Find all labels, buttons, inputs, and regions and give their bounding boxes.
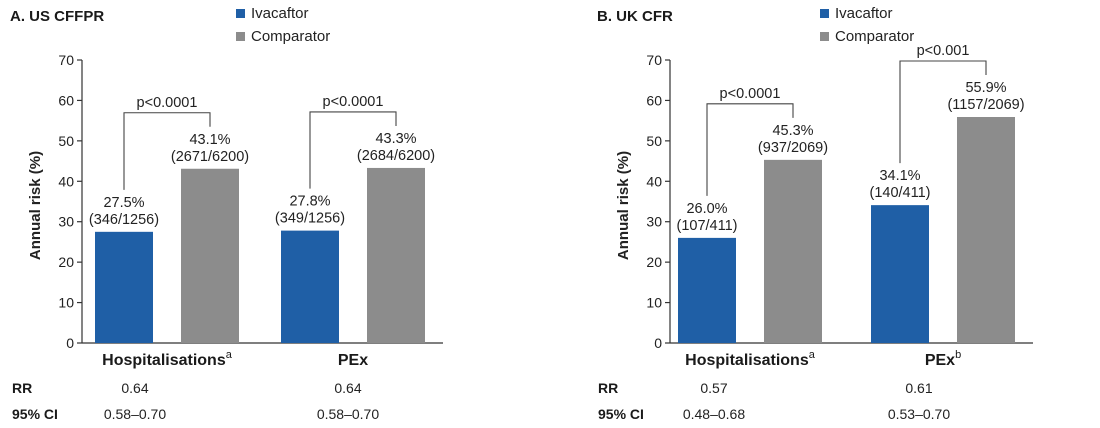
y-tick-label: 70 <box>58 52 74 68</box>
rr-value: 0.64 <box>334 380 361 396</box>
y-axis-label: Annual risk (%) <box>27 151 44 260</box>
bar-comparator <box>764 159 822 343</box>
y-tick-label: 10 <box>58 295 74 311</box>
ci-value: 0.58–0.70 <box>104 406 166 422</box>
data-label-percent: 34.1% <box>879 168 920 184</box>
bar-comparator <box>181 168 239 343</box>
category-label: Hospitalisationsa <box>102 349 233 369</box>
significance-bracket <box>123 112 211 190</box>
legend-swatch <box>236 9 245 18</box>
y-tick-label: 60 <box>58 92 74 108</box>
chart-panel-a: A. US CFFPR Ivacaftor Comparator 0 10 20 30 40 5… <box>10 5 443 422</box>
ci-value: 0.48–0.68 <box>683 406 745 422</box>
panel-title: B. UK CFR <box>597 8 673 25</box>
y-tick-label: 0 <box>66 335 74 351</box>
significance-label: p<0.0001 <box>720 86 781 102</box>
significance-label: p<0.0001 <box>323 94 384 110</box>
y-tick-label: 30 <box>646 214 662 230</box>
category-label-text: Hospitalisations <box>685 352 809 369</box>
data-label-percent: 43.1% <box>189 132 230 148</box>
data-label-count: (1157/2069) <box>947 97 1024 113</box>
significance-label: p<0.001 <box>917 43 970 59</box>
bar-ivacaftor <box>281 230 339 343</box>
data-label-percent: 55.9% <box>965 80 1006 96</box>
data-label-percent: 43.3% <box>375 131 416 147</box>
category-footnote-marker: a <box>226 349 233 361</box>
bar-comparator <box>367 167 425 343</box>
rr-row-label: RR <box>598 380 618 396</box>
y-tick-label: 20 <box>58 254 74 270</box>
rr-value: 0.64 <box>121 380 148 396</box>
bar-ivacaftor <box>871 205 929 343</box>
data-label-count: (937/2069) <box>758 140 828 156</box>
legend-label: Ivacaftor <box>251 5 309 22</box>
data-label-percent: 45.3% <box>772 123 813 139</box>
y-tick-label: 20 <box>646 254 662 270</box>
y-tick-label: 50 <box>58 133 74 149</box>
ci-value: 0.58–0.70 <box>317 406 379 422</box>
category-footnote-marker: b <box>955 349 961 361</box>
y-tick-label: 0 <box>654 335 662 351</box>
y-axis-label: Annual risk (%) <box>615 151 632 260</box>
y-tick-label: 40 <box>646 173 662 189</box>
category-label-text: PEx <box>925 352 955 369</box>
significance-bracket <box>899 60 987 164</box>
significance-bracket <box>706 103 794 196</box>
y-tick-label: 10 <box>646 295 662 311</box>
legend-label: Comparator <box>251 28 330 45</box>
ci-row-label: 95% CI <box>598 406 644 422</box>
data-label-percent: 27.5% <box>103 195 144 211</box>
legend-swatch <box>236 32 245 41</box>
legend-label: Comparator <box>835 28 914 45</box>
bar-comparator <box>957 117 1015 343</box>
category-label: PExb <box>925 349 961 369</box>
y-tick-label: 40 <box>58 173 74 189</box>
category-label: PEx <box>338 352 368 369</box>
ci-value: 0.53–0.70 <box>888 406 950 422</box>
data-label-percent: 27.8% <box>289 194 330 210</box>
ci-row-label: 95% CI <box>12 406 58 422</box>
data-label-percent: 26.0% <box>686 201 727 217</box>
data-label-count: (2671/6200) <box>171 149 249 165</box>
rr-value: 0.57 <box>700 380 727 396</box>
rr-value: 0.61 <box>905 380 932 396</box>
data-label-count: (140/411) <box>870 185 931 201</box>
significance-label: p<0.0001 <box>137 95 198 111</box>
legend-label: Ivacaftor <box>835 5 893 22</box>
category-label-text: PEx <box>338 352 368 369</box>
y-tick-label: 70 <box>646 52 662 68</box>
significance-bracket <box>309 111 397 189</box>
data-label-count: (346/1256) <box>89 212 159 228</box>
data-label-count: (349/1256) <box>275 211 345 227</box>
rr-row-label: RR <box>12 380 32 396</box>
bar-ivacaftor <box>678 237 736 343</box>
data-label-count: (107/411) <box>677 218 738 234</box>
panel-title: A. US CFFPR <box>10 8 104 25</box>
y-tick-label: 60 <box>646 92 662 108</box>
legend-swatch <box>820 9 829 18</box>
legend-swatch <box>820 32 829 41</box>
category-label: Hospitalisationsa <box>685 349 816 369</box>
bar-ivacaftor <box>95 231 153 343</box>
y-tick-label: 50 <box>646 133 662 149</box>
category-label-text: Hospitalisations <box>102 352 226 369</box>
y-tick-label: 30 <box>58 214 74 230</box>
data-label-count: (2684/6200) <box>357 148 435 164</box>
category-footnote-marker: a <box>809 349 816 361</box>
chart-panel-b: B. UK CFR Ivacaftor Comparator 0 10 20 30 40 50 6… <box>597 5 1033 422</box>
